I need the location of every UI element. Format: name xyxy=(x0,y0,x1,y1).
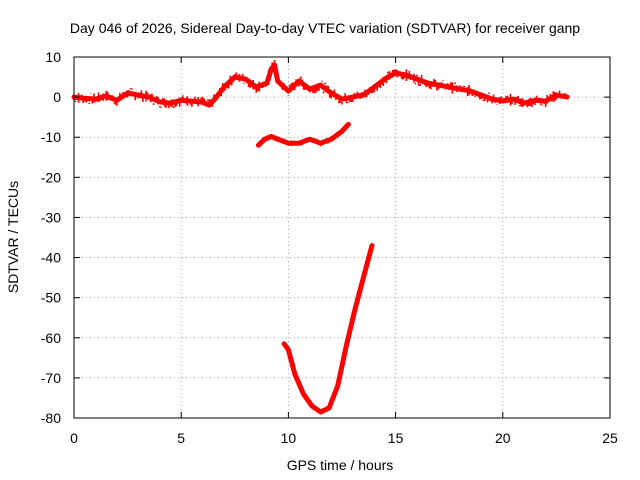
y-tick-label: -10 xyxy=(41,129,61,145)
x-tick-label: 25 xyxy=(602,430,618,446)
axis-ticks: 0 5 10 15 20 25 10 0 -10 -20 -30 -40 -50 -60 -70 -80 xyxy=(41,49,618,446)
y-axis-label: SDTVAR / TECUs xyxy=(5,181,21,293)
chart-title: Day 046 of 2026, Sidereal Day-to-day VTE… xyxy=(70,20,580,36)
x-tick-label: 5 xyxy=(177,430,185,446)
x-tick-label: 20 xyxy=(495,430,511,446)
y-tick-label: -80 xyxy=(41,410,61,426)
plot-frame xyxy=(73,56,611,419)
y-tick-label: -40 xyxy=(41,250,61,266)
y-tick-label: -20 xyxy=(41,169,61,185)
series-line xyxy=(255,121,351,148)
series-arc-main-upper xyxy=(71,60,570,109)
series-arc-short-minus10 xyxy=(255,121,351,148)
y-tick-label: -70 xyxy=(41,370,61,386)
x-axis-label: GPS time / hours xyxy=(287,457,394,473)
y-tick-label: 0 xyxy=(53,89,61,105)
x-tick-label: 15 xyxy=(388,430,404,446)
y-tick-label: -30 xyxy=(41,209,61,225)
y-tick-label: -60 xyxy=(41,330,61,346)
series-arc-deep xyxy=(281,243,375,415)
series-layer xyxy=(71,60,570,415)
x-tick-label: 10 xyxy=(281,430,297,446)
series-line xyxy=(281,243,375,415)
y-tick-label: 10 xyxy=(45,49,61,65)
x-tick-label: 0 xyxy=(70,430,78,446)
y-tick-label: -50 xyxy=(41,290,61,306)
